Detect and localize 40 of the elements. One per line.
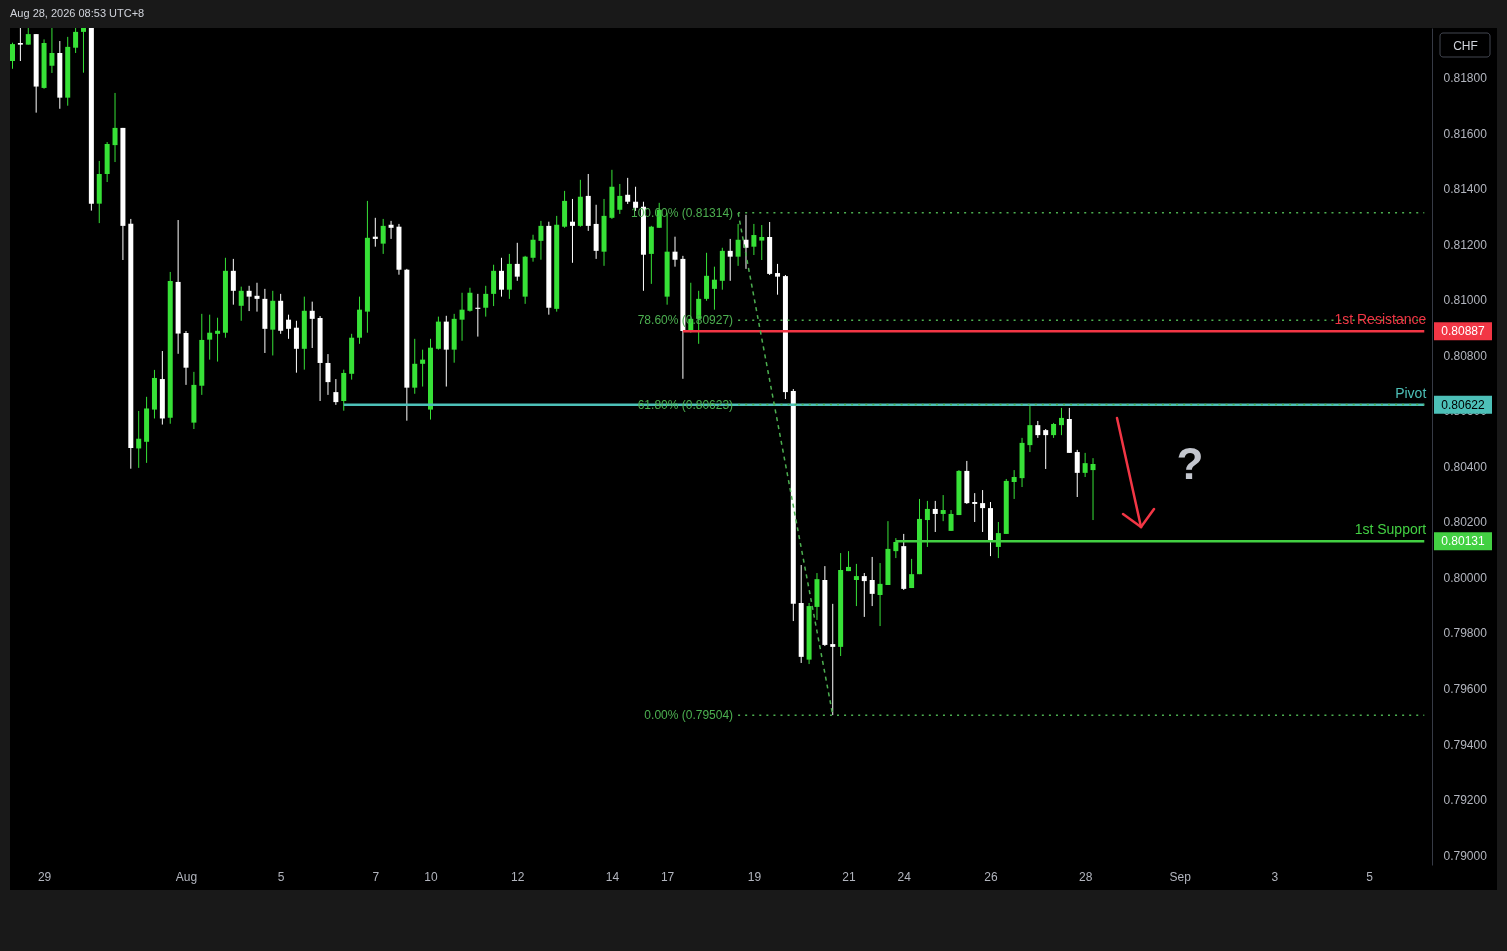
data-label: 0.80622 <box>1441 397 1486 412</box>
x-tick-label: 5 <box>1366 869 1374 884</box>
x-tick-label: 29 <box>37 869 52 884</box>
x-tick-label: 10 <box>424 869 439 884</box>
y-tick-label: 0.80400 <box>1443 459 1488 474</box>
data-label: 0.80131 <box>1441 534 1486 549</box>
x-tick-label: 5 <box>277 869 285 884</box>
text: Aug 28, 2026 08:53 UTC+8 <box>10 7 145 19</box>
y-tick-label: 0.81400 <box>1443 182 1488 197</box>
y-tick-label: 0.81200 <box>1443 237 1488 252</box>
y-tick-label: 0.81600 <box>1443 126 1488 141</box>
annotation: ? <box>1176 439 1204 488</box>
x-tick-label: Sep <box>1169 869 1192 884</box>
x-tick-label: 21 <box>842 869 857 884</box>
y-tick-label: 0.80200 <box>1443 515 1488 530</box>
x-tick-label: 7 <box>372 869 380 884</box>
y-tick-label: 0.79200 <box>1443 793 1488 808</box>
y-axis-title: CHF <box>1453 38 1478 53</box>
y-tick-label: 0.79800 <box>1443 626 1488 641</box>
y-tick-label: 0.79400 <box>1443 737 1488 752</box>
series-label: Pivot <box>1395 384 1427 401</box>
x-tick-label: 24 <box>897 869 912 884</box>
x-tick-label: 17 <box>660 869 675 884</box>
x-tick-label: 3 <box>1271 869 1279 884</box>
x-tick-label: 12 <box>511 869 525 884</box>
y-tick-label: 0.79000 <box>1443 848 1488 863</box>
y-tick-label: 0.80800 <box>1443 348 1488 363</box>
y-tick-label: 0.79600 <box>1443 682 1488 696</box>
series-label: 1st Support <box>1354 521 1427 538</box>
y-tick-label: 0.81800 <box>1443 71 1488 86</box>
series-label: 1st Resistance <box>1334 311 1427 328</box>
x-tick-label: 28 <box>1078 869 1093 884</box>
x-tick-label: 26 <box>984 869 998 884</box>
x-tick-label: 14 <box>605 869 620 884</box>
x-tick-label: 19 <box>747 869 762 884</box>
series-label: 0.00% (0.79504) <box>644 708 734 723</box>
y-tick-label: 0.81000 <box>1443 293 1488 308</box>
x-tick-label: Aug <box>175 869 198 884</box>
y-tick-label: 0.80000 <box>1443 570 1488 585</box>
data-label: 0.80887 <box>1441 324 1486 339</box>
